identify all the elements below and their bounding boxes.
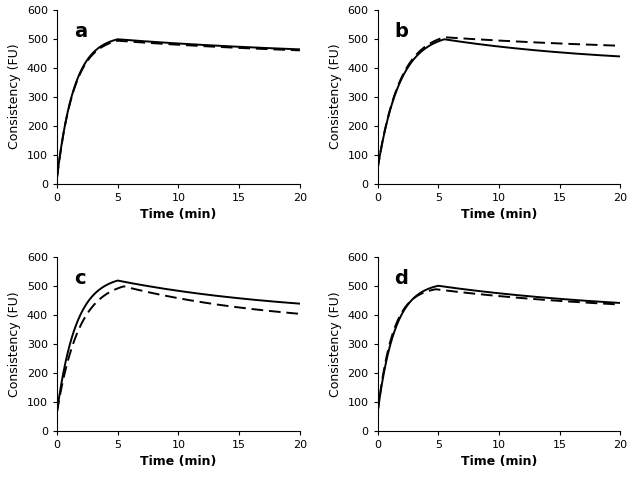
Text: c: c	[74, 269, 85, 288]
Y-axis label: Consistency (FU): Consistency (FU)	[8, 291, 22, 396]
Y-axis label: Consistency (FU): Consistency (FU)	[329, 44, 342, 150]
X-axis label: Time (min): Time (min)	[140, 455, 216, 469]
X-axis label: Time (min): Time (min)	[461, 455, 537, 469]
Text: a: a	[74, 22, 87, 41]
X-axis label: Time (min): Time (min)	[140, 208, 216, 221]
Y-axis label: Consistency (FU): Consistency (FU)	[8, 44, 22, 150]
Text: b: b	[394, 22, 408, 41]
X-axis label: Time (min): Time (min)	[461, 208, 537, 221]
Text: d: d	[394, 269, 408, 288]
Y-axis label: Consistency (FU): Consistency (FU)	[329, 291, 342, 396]
